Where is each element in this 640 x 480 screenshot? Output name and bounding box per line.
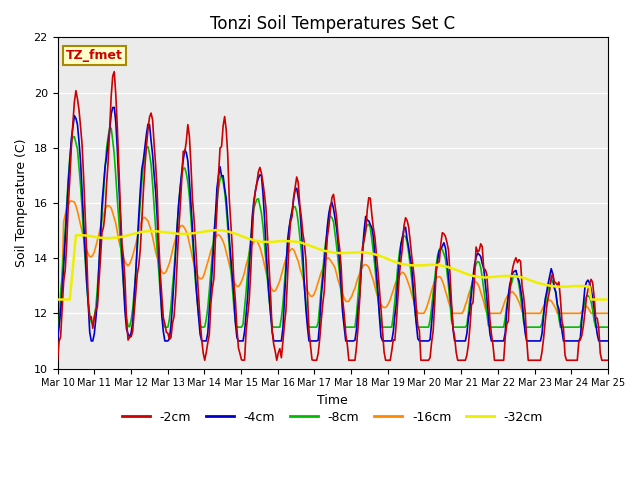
-4cm <box>123 326 131 332</box>
-4cm <box>220 173 227 179</box>
-2cm <box>237 357 245 363</box>
Y-axis label: Soil Temperature (C): Soil Temperature (C) <box>15 139 28 267</box>
-16cm <box>123 261 131 267</box>
Text: TZ_fmet: TZ_fmet <box>66 49 123 62</box>
-2cm <box>111 69 118 74</box>
-16cm <box>237 278 245 284</box>
-4cm <box>604 338 612 344</box>
Line: -4cm: -4cm <box>58 108 608 341</box>
-2cm <box>220 123 227 129</box>
-8cm <box>123 315 131 321</box>
-16cm <box>604 311 612 316</box>
-32cm <box>296 240 303 245</box>
-32cm <box>212 228 220 233</box>
-16cm <box>220 239 227 244</box>
Legend: -2cm, -4cm, -8cm, -16cm, -32cm: -2cm, -4cm, -8cm, -16cm, -32cm <box>117 406 548 429</box>
-16cm <box>575 311 582 316</box>
-32cm <box>54 297 61 302</box>
-4cm <box>54 338 61 344</box>
Title: Tonzi Soil Temperatures Set C: Tonzi Soil Temperatures Set C <box>210 15 455 33</box>
Line: -16cm: -16cm <box>58 201 608 313</box>
Line: -32cm: -32cm <box>58 230 608 300</box>
-32cm <box>247 237 255 242</box>
-8cm <box>237 324 245 330</box>
Line: -2cm: -2cm <box>58 72 608 360</box>
-8cm <box>575 324 582 330</box>
-32cm <box>237 233 245 239</box>
-8cm <box>220 179 227 184</box>
-2cm <box>575 339 582 345</box>
-4cm <box>111 105 118 110</box>
-8cm <box>604 324 612 330</box>
-16cm <box>296 264 303 270</box>
-32cm <box>575 283 582 289</box>
Line: -8cm: -8cm <box>58 128 608 327</box>
-2cm <box>296 202 303 208</box>
-32cm <box>604 297 612 302</box>
-2cm <box>123 318 131 324</box>
-16cm <box>67 198 75 204</box>
-4cm <box>247 243 255 249</box>
-16cm <box>247 244 255 250</box>
-8cm <box>54 324 61 330</box>
-8cm <box>247 236 255 241</box>
-8cm <box>106 125 113 131</box>
-4cm <box>575 338 582 344</box>
-2cm <box>604 358 612 363</box>
-32cm <box>220 228 227 233</box>
-16cm <box>54 311 61 316</box>
-2cm <box>247 270 255 276</box>
-8cm <box>296 234 303 240</box>
-4cm <box>296 205 303 211</box>
-32cm <box>121 233 129 239</box>
-2cm <box>54 358 61 363</box>
-4cm <box>237 338 245 344</box>
X-axis label: Time: Time <box>317 394 348 407</box>
